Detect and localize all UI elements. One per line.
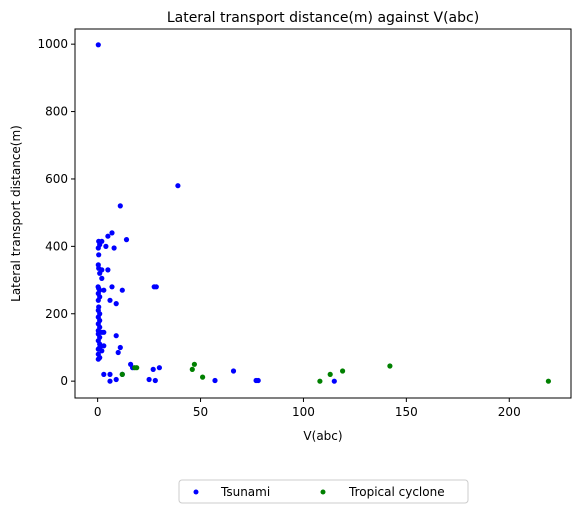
x-axis-label: V(abc) bbox=[303, 429, 342, 443]
tsunami-point bbox=[156, 365, 162, 371]
legend-marker-tropical-cyclone bbox=[320, 489, 326, 495]
tropical-cyclone-point bbox=[119, 371, 125, 377]
y-tick-label: 400 bbox=[45, 239, 68, 253]
legend: Tsunami Tropical cyclone bbox=[178, 479, 469, 504]
y-tick-label: 0 bbox=[60, 374, 68, 388]
tsunami-point bbox=[109, 230, 115, 236]
tsunami-point bbox=[212, 377, 218, 384]
legend-label-tropical-cyclone: Tropical cyclone bbox=[348, 485, 445, 499]
legend-marker-tsunami bbox=[193, 489, 199, 495]
tsunami-point bbox=[95, 245, 101, 251]
tsunami-point bbox=[175, 183, 181, 189]
tsunami-point bbox=[153, 284, 159, 290]
tsunami-point bbox=[105, 267, 111, 273]
tsunami-point bbox=[146, 376, 152, 383]
tsunami-point bbox=[107, 371, 113, 377]
tsunami-point bbox=[115, 349, 121, 356]
tsunami-point bbox=[113, 301, 119, 307]
chart-title: Lateral transport distance(m) against V(… bbox=[167, 10, 479, 26]
x-tick-label: 50 bbox=[193, 405, 208, 419]
tsunami-point bbox=[95, 42, 101, 48]
tropical-cyclone-point bbox=[189, 366, 195, 372]
y-tick-label: 600 bbox=[45, 172, 68, 186]
tropical-cyclone-point bbox=[317, 378, 323, 384]
tsunami-point bbox=[96, 252, 102, 258]
tropical-cyclone-point bbox=[545, 378, 552, 384]
tsunami-point bbox=[105, 233, 111, 239]
tsunami-point bbox=[331, 378, 337, 384]
tropical-cyclone-point bbox=[340, 368, 346, 374]
y-tick-label: 800 bbox=[45, 105, 68, 119]
tsunami-point bbox=[109, 284, 115, 290]
tsunami-point bbox=[123, 237, 130, 243]
axis-ticks: 0 50 100 150 200 0 200 400 600 800 1000 bbox=[37, 37, 520, 419]
tsunami-point bbox=[101, 329, 107, 335]
x-tick-label: 150 bbox=[395, 405, 418, 419]
plot-area-frame bbox=[74, 28, 572, 399]
tsunami-point bbox=[117, 344, 123, 351]
tropical-cyclone-point bbox=[327, 371, 333, 377]
tsunami-point bbox=[119, 287, 125, 293]
y-tick-label: 200 bbox=[45, 307, 68, 321]
tsunami-point bbox=[113, 376, 119, 383]
tsunami-point bbox=[95, 356, 101, 362]
tsunami-point bbox=[111, 245, 117, 251]
tsunami-point bbox=[101, 371, 107, 377]
tsunami-point bbox=[99, 348, 105, 354]
tropical-cyclone-point bbox=[191, 361, 197, 367]
tsunami-point bbox=[152, 377, 158, 384]
legend-label-tsunami: Tsunami bbox=[220, 485, 270, 499]
tsunami-point bbox=[230, 368, 237, 374]
tsunami-point bbox=[103, 243, 109, 249]
tsunami-point bbox=[95, 297, 101, 303]
tsunami-point bbox=[117, 203, 123, 209]
tsunami-point bbox=[101, 343, 107, 349]
tsunami-point bbox=[107, 378, 113, 384]
tropical-cyclone-point bbox=[387, 363, 393, 369]
x-tick-label: 200 bbox=[498, 405, 521, 419]
tsunami-point bbox=[101, 287, 107, 293]
y-axis-label: Lateral transport distance(m) bbox=[9, 125, 23, 302]
tropical-cyclone-point bbox=[132, 365, 138, 371]
y-tick-label: 1000 bbox=[37, 37, 68, 51]
tsunami-point bbox=[255, 377, 261, 384]
tsunami-point bbox=[107, 297, 113, 303]
x-tick-label: 0 bbox=[94, 405, 102, 419]
tsunami-point bbox=[97, 270, 103, 276]
tropical-cyclone-point bbox=[200, 374, 206, 380]
tsunami-point bbox=[99, 275, 105, 281]
data-points bbox=[95, 42, 552, 384]
tsunami-point bbox=[150, 366, 156, 372]
tsunami-point bbox=[113, 333, 119, 339]
x-tick-label: 100 bbox=[292, 405, 315, 419]
